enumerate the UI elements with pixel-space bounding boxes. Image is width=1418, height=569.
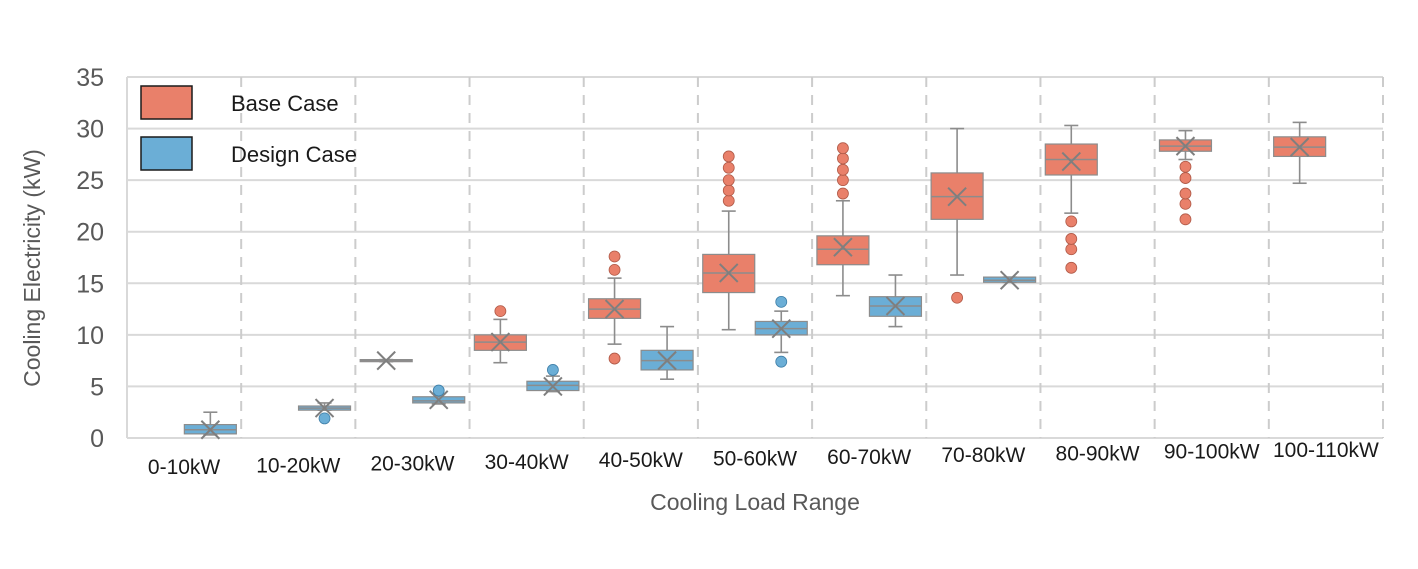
y-axis-ticks: 0 5 10 15 20 25 30 35 <box>76 64 104 453</box>
outlier-point <box>546 364 559 376</box>
mean-marker <box>429 390 449 410</box>
mean-marker <box>833 237 853 257</box>
outlier-point <box>608 352 621 365</box>
y-tick-label: 5 <box>90 373 104 401</box>
plot-area <box>183 121 1327 440</box>
box-design-case[interactable] <box>754 295 808 368</box>
outlier-point <box>837 187 849 200</box>
outlier-point <box>608 250 621 263</box>
x-tick-label: 90-100kW <box>1164 441 1260 464</box>
box-design-case[interactable] <box>412 384 466 410</box>
outlier-point <box>837 142 849 155</box>
mean-marker <box>947 186 967 207</box>
box-design-case[interactable] <box>526 364 580 397</box>
mean-marker <box>314 398 335 418</box>
mean-marker <box>1289 137 1310 157</box>
outlier-point <box>1065 261 1078 274</box>
box-design-case[interactable] <box>183 411 237 440</box>
y-tick-label: 0 <box>90 425 104 453</box>
outlier-point <box>1065 215 1078 228</box>
mean-marker <box>543 376 563 397</box>
outlier-point <box>837 163 849 176</box>
y-tick-label: 15 <box>76 270 104 298</box>
mean-marker <box>1175 136 1196 156</box>
outlier-point <box>775 295 788 308</box>
y-tick-label: 30 <box>76 116 104 144</box>
outlier-point <box>951 291 964 304</box>
x-tick-label: 0-10kW <box>148 456 221 479</box>
outlier-point <box>1179 197 1192 210</box>
outlier-point <box>722 174 735 187</box>
outlier-point <box>722 194 735 207</box>
box-design-case[interactable] <box>297 398 352 425</box>
x-tick-label: 10-20kW <box>256 454 340 477</box>
outlier-point <box>318 412 331 425</box>
box-design-case[interactable] <box>640 325 694 381</box>
x-tick-label: 30-40kW <box>485 451 569 474</box>
outlier-point <box>1179 160 1192 173</box>
outlier-point <box>722 161 735 174</box>
mean-marker <box>999 270 1020 290</box>
grid-lines <box>126 76 1384 439</box>
box-base-case[interactable] <box>1158 129 1213 226</box>
outlier-point <box>1065 233 1078 245</box>
box-base-case[interactable] <box>359 350 413 371</box>
outlier-point <box>1179 187 1192 200</box>
outlier-point <box>1179 172 1192 184</box>
outlier-point <box>837 152 849 165</box>
box-base-case[interactable] <box>1044 124 1098 274</box>
outlier-point <box>722 150 735 163</box>
outlier-point <box>608 263 621 276</box>
legend-swatch-base-case <box>140 85 193 120</box>
box-base-case[interactable] <box>1273 121 1327 185</box>
outlier-point <box>494 305 507 318</box>
legend-item-design-case[interactable]: Design Case <box>140 136 357 171</box>
x-tick-label: 50-60kW <box>713 448 797 471</box>
legend-swatch-design-case <box>140 136 193 171</box>
mean-marker <box>885 296 906 316</box>
box-base-case[interactable] <box>587 250 642 365</box>
legend-item-base-case[interactable]: Base Case <box>140 85 339 120</box>
mean-marker <box>604 299 625 319</box>
y-axis-title: Cooling Electricity (kW) <box>19 149 45 387</box>
x-tick-label: 70-80kW <box>941 444 1025 467</box>
y-tick-label: 20 <box>76 219 104 247</box>
box-base-case[interactable] <box>930 127 984 304</box>
outlier-point <box>775 355 788 368</box>
x-tick-label: 100-110kW <box>1273 439 1379 462</box>
mean-marker <box>657 350 677 371</box>
outlier-point <box>432 384 445 397</box>
box-base-case[interactable] <box>702 150 756 331</box>
box-design-case[interactable] <box>983 270 1037 290</box>
box-base-case[interactable] <box>816 142 870 297</box>
box-base-case[interactable] <box>473 305 527 364</box>
legend-label-design-case: Design Case <box>231 142 357 167</box>
mean-marker <box>1061 151 1081 172</box>
outlier-point <box>837 174 849 187</box>
mean-marker <box>719 263 739 283</box>
y-tick-label: 35 <box>76 64 104 92</box>
x-tick-label: 20-30kW <box>370 453 454 476</box>
box-design-case[interactable] <box>868 274 923 328</box>
mean-marker <box>490 332 511 352</box>
outlier-point <box>1179 213 1192 226</box>
outlier-point <box>722 184 735 197</box>
mean-marker <box>771 318 791 339</box>
x-tick-label: 40-50kW <box>599 449 683 472</box>
y-tick-label: 25 <box>76 167 104 195</box>
x-tick-label: 60-70kW <box>827 446 911 469</box>
x-tick-label: 80-90kW <box>1056 442 1140 465</box>
y-tick-label: 10 <box>76 322 104 350</box>
legend: Base Case Design Case <box>140 85 357 171</box>
x-axis-title: Cooling Load Range <box>650 489 860 515</box>
iqr-box <box>816 235 870 266</box>
mean-marker <box>200 420 221 440</box>
x-axis-ticks: 0-10kW 10-20kW 20-30kW 30-40kW 40-50kW 50-60k… <box>148 439 1379 479</box>
mean-marker <box>376 350 396 371</box>
legend-label-base-case: Base Case <box>231 91 339 116</box>
outlier-point <box>1065 243 1078 256</box>
